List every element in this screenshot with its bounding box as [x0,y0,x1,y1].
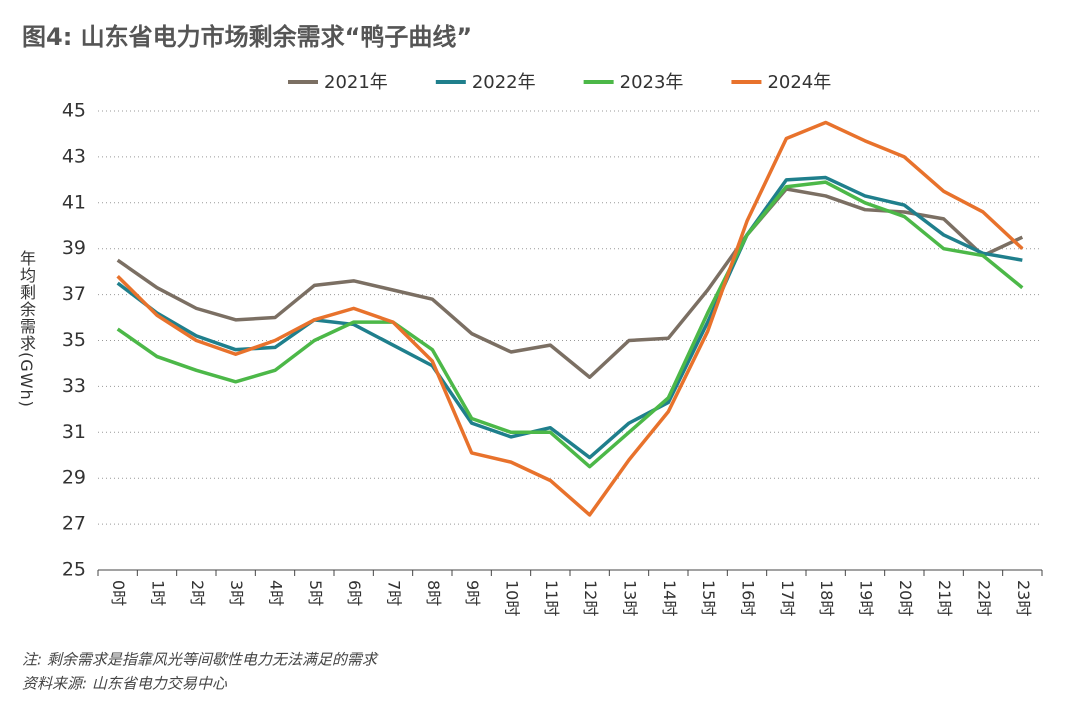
legend-label: 2024年 [767,72,831,93]
y-tick-label: 41 [62,191,86,213]
y-tick-label: 45 [62,100,86,122]
series-line [116,187,1024,379]
series-line [116,180,1024,469]
x-tick-label: 10时 [503,580,522,616]
x-tick-label: 14时 [660,580,679,616]
note: 资料来源: 山东省电力交易中心 [22,675,228,693]
x-tick-label: 8时 [424,580,443,606]
legend-label: 2023年 [620,72,684,93]
note: 注: 剩余需求是指靠风光等间歇性电力无法满足的需求 [22,651,379,669]
y-tick-label: 25 [62,559,86,581]
series-line [116,120,1024,517]
y-tick-label: 31 [62,421,86,443]
x-tick-label: 7时 [385,580,404,606]
x-tick-label: 20时 [896,580,915,616]
x-tick-label: 5时 [306,580,325,606]
x-tick-label: 3时 [227,580,246,606]
x-tick-label: 17时 [778,580,797,616]
x-tick-label: 18时 [817,580,836,616]
x-tick-label: 0时 [109,580,128,606]
x-tick-label: 9时 [463,580,482,606]
y-tick-label: 27 [62,513,86,535]
x-tick-label: 15时 [699,580,718,616]
x-tick-label: 22时 [975,580,994,616]
x-tick-label: 11时 [542,580,561,616]
x-tick-label: 23时 [1014,580,1033,616]
y-tick-label: 35 [62,329,86,351]
y-tick-label: 37 [62,283,86,305]
series-line [116,175,1023,460]
x-tick-label: 1时 [149,580,168,606]
y-axis-label: 年均剩余需求(GWh) [17,250,36,408]
legend-label: 2022年 [472,72,536,93]
x-tick-label: 6时 [345,580,364,606]
y-tick-label: 43 [62,145,86,167]
legend-label: 2021年 [324,72,388,93]
x-tick-label: 19时 [857,580,876,616]
y-tick-label: 39 [62,237,86,259]
y-tick-label: 33 [62,375,86,397]
x-tick-label: 12时 [581,580,600,616]
x-tick-label: 2时 [188,580,207,606]
x-tick-label: 16时 [739,580,758,616]
y-tick-label: 29 [62,467,86,489]
x-tick-label: 21时 [935,580,954,616]
chart-title: 图4: 山东省电力市场剩余需求“鸭子曲线” [22,23,472,51]
x-tick-label: 13时 [621,580,640,616]
x-tick-label: 4时 [267,580,286,606]
